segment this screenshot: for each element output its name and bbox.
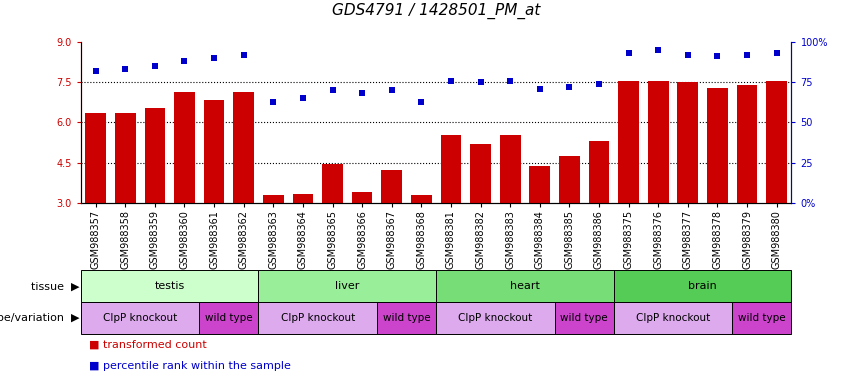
Point (622, 50, 636, 56)
Text: wild type: wild type (738, 313, 785, 323)
Point (444, 78, 458, 84)
Text: genotype/variation  ▶: genotype/variation ▶ (0, 313, 79, 323)
Text: tissue  ▶: tissue ▶ (31, 281, 79, 291)
Bar (115, 113, 135, 203)
Text: ClpP knockout: ClpP knockout (636, 313, 710, 323)
Point (563, 84, 576, 90)
Point (711, 53, 724, 60)
Bar (437, 270, 614, 302)
Bar (471, 144, 491, 203)
Bar (707, 88, 728, 203)
Text: liver: liver (335, 281, 359, 291)
Bar (737, 85, 757, 203)
Bar (555, 302, 614, 334)
Point (326, 87, 340, 93)
Point (296, 95, 310, 101)
Text: ClpP knockout: ClpP knockout (458, 313, 533, 323)
Text: ClpP knockout: ClpP knockout (281, 313, 355, 323)
Bar (85, 113, 106, 203)
Text: ■ percentile rank within the sample: ■ percentile rank within the sample (89, 361, 291, 371)
Text: heart: heart (510, 281, 540, 291)
Bar (559, 156, 580, 203)
Text: wild type: wild type (383, 313, 431, 323)
Bar (529, 166, 550, 203)
Point (414, 98, 428, 104)
Bar (766, 81, 787, 203)
Bar (259, 302, 377, 334)
Bar (677, 82, 698, 203)
Text: ■ transformed count: ■ transformed count (89, 340, 207, 350)
Bar (441, 135, 461, 203)
Bar (437, 302, 555, 334)
Bar (203, 100, 225, 203)
Point (208, 55, 221, 61)
Bar (323, 164, 343, 203)
Text: wild type: wild type (560, 313, 608, 323)
Point (148, 63, 162, 69)
Bar (259, 270, 437, 302)
Bar (411, 195, 431, 203)
Bar (614, 302, 732, 334)
Text: brain: brain (688, 281, 717, 291)
Point (681, 52, 694, 58)
Bar (351, 192, 373, 203)
Bar (381, 170, 402, 203)
Text: testis: testis (155, 281, 185, 291)
Point (533, 86, 546, 92)
Text: ClpP knockout: ClpP knockout (103, 313, 177, 323)
Text: wild type: wild type (205, 313, 253, 323)
Point (356, 90, 369, 96)
Bar (293, 194, 313, 203)
Bar (500, 135, 521, 203)
Point (651, 47, 665, 53)
Bar (732, 302, 791, 334)
Point (592, 81, 606, 87)
Bar (145, 108, 165, 203)
Point (385, 87, 398, 93)
Point (266, 98, 280, 104)
Bar (263, 195, 283, 203)
Point (770, 50, 784, 56)
Bar (614, 270, 791, 302)
Point (178, 58, 191, 64)
Bar (81, 270, 259, 302)
Bar (233, 92, 254, 203)
Bar (174, 92, 195, 203)
Point (474, 79, 488, 85)
Point (118, 66, 132, 72)
Bar (648, 81, 669, 203)
Bar (618, 81, 639, 203)
Point (237, 52, 250, 58)
Bar (199, 302, 259, 334)
Bar (81, 302, 199, 334)
Text: GDS4791 / 1428501_PM_at: GDS4791 / 1428501_PM_at (332, 3, 540, 19)
Point (740, 52, 754, 58)
Bar (377, 302, 437, 334)
Bar (589, 141, 609, 203)
Point (89, 68, 102, 74)
Point (503, 78, 517, 84)
